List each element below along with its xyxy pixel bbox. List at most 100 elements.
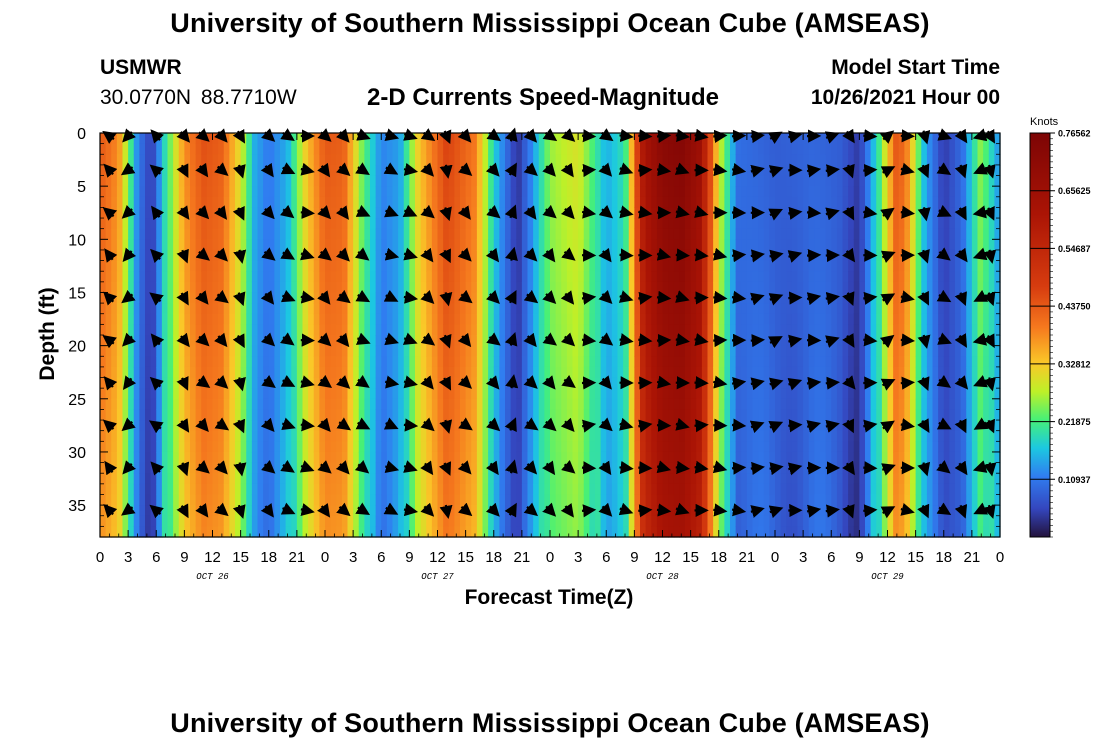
heatmap-cell <box>133 175 140 187</box>
heatmap-cell <box>173 196 180 209</box>
heatmap-cell <box>482 154 489 166</box>
heatmap-cell <box>527 398 534 411</box>
heatmap-cell <box>415 398 422 411</box>
heatmap-cell <box>285 441 292 453</box>
heatmap-cell <box>797 175 804 187</box>
heatmap-cell <box>375 324 382 336</box>
heatmap-cell <box>150 228 157 240</box>
heatmap-cell <box>510 451 517 464</box>
heatmap-cell <box>460 186 467 198</box>
heatmap-cell <box>386 218 394 230</box>
heatmap-cell <box>190 154 197 166</box>
heatmap-cell <box>640 303 647 315</box>
heatmap-cell <box>645 324 652 336</box>
heatmap-cell <box>628 175 635 187</box>
heatmap-cell <box>330 398 337 411</box>
heatmap-cell <box>510 228 517 240</box>
heatmap-cell <box>257 164 264 177</box>
heatmap-cell <box>347 388 354 400</box>
heatmap-cell <box>820 207 827 219</box>
heatmap-cell <box>257 494 264 506</box>
heatmap-cell <box>139 313 146 325</box>
heatmap-cell <box>257 239 264 251</box>
heatmap-cell <box>381 313 388 325</box>
heatmap-cell <box>206 430 214 442</box>
heatmap-cell <box>752 356 759 368</box>
heatmap-cell <box>330 239 337 251</box>
heatmap-cell <box>223 483 230 496</box>
heatmap-cell <box>820 218 827 230</box>
heatmap-cell <box>662 356 669 368</box>
heatmap-cell <box>538 271 545 283</box>
heatmap-cell <box>521 324 529 336</box>
heatmap-cell <box>358 196 365 209</box>
heatmap-cell <box>268 239 275 251</box>
heatmap-cell <box>161 239 169 251</box>
heatmap-cell <box>308 260 315 272</box>
heatmap-cell <box>656 218 664 230</box>
heatmap-cell <box>375 196 382 209</box>
heatmap-cell <box>139 292 146 304</box>
heatmap-cell <box>730 388 737 400</box>
heatmap-cell <box>836 154 844 166</box>
heatmap-cell <box>274 303 281 315</box>
heatmap-cell <box>201 366 208 379</box>
heatmap-cell <box>173 377 180 389</box>
heatmap-cell <box>133 505 140 517</box>
heatmap-cell <box>538 196 545 209</box>
heatmap-cell <box>128 324 135 336</box>
heatmap-cell <box>690 494 697 506</box>
heatmap-cell <box>173 409 180 421</box>
heatmap-cell <box>223 154 230 166</box>
heatmap-cell <box>206 345 214 357</box>
heatmap-cell <box>820 324 827 336</box>
heatmap-cell <box>116 345 124 357</box>
heatmap-cell <box>330 483 337 496</box>
heatmap-cell <box>375 175 382 187</box>
heatmap-cell <box>611 526 619 538</box>
heatmap-cell <box>426 260 433 272</box>
heatmap-cell <box>420 218 427 230</box>
heatmap-cell <box>375 377 382 389</box>
heatmap-cell <box>105 324 112 336</box>
heatmap-cell <box>246 366 253 379</box>
heatmap-cell <box>617 526 624 538</box>
heatmap-cell <box>628 281 635 294</box>
heatmap-cell <box>426 154 433 166</box>
heatmap-cell <box>763 143 770 155</box>
heatmap-cell <box>662 398 669 411</box>
heatmap-cell <box>685 441 692 453</box>
heatmap-cell <box>741 515 748 527</box>
heatmap-cell <box>476 451 484 464</box>
heatmap-cell <box>589 356 596 368</box>
heatmap-cell <box>701 143 709 155</box>
heatmap-cell <box>150 515 157 527</box>
heatmap-cell <box>358 175 365 187</box>
heatmap-cell <box>375 228 382 240</box>
heatmap-cell <box>280 345 287 357</box>
heatmap-cell <box>173 154 180 166</box>
heatmap-cell <box>668 292 675 304</box>
heatmap-cell <box>628 483 635 496</box>
heatmap-cell <box>668 335 675 347</box>
heatmap-cell <box>662 271 669 283</box>
heatmap-cell <box>679 473 686 485</box>
heatmap-cell <box>274 483 281 496</box>
heatmap-cell <box>521 366 529 379</box>
heatmap-cell <box>831 473 838 485</box>
heatmap-cell <box>521 345 529 357</box>
heatmap-cell <box>268 409 275 421</box>
heatmap-cell <box>229 207 236 219</box>
heatmap-cell <box>386 186 394 198</box>
heatmap-cell <box>685 164 692 177</box>
heatmap-cell <box>561 186 568 198</box>
heatmap-cell <box>313 366 320 379</box>
heatmap-cell <box>634 526 641 538</box>
heatmap-cell <box>454 249 461 262</box>
heatmap-cell <box>780 388 787 400</box>
heatmap-cell <box>510 483 517 496</box>
heatmap-cell <box>696 324 703 336</box>
heatmap-cell <box>527 143 534 155</box>
heatmap-cell <box>505 271 512 283</box>
heatmap-cell <box>218 186 225 198</box>
